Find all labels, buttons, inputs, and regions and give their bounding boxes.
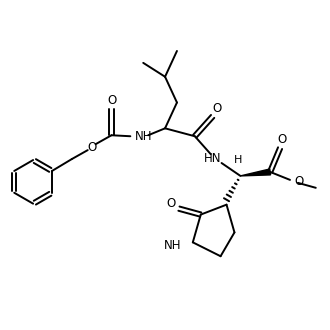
Text: O: O (87, 141, 96, 154)
Text: O: O (294, 175, 303, 188)
Text: H: H (234, 155, 243, 165)
Text: O: O (166, 197, 176, 210)
Text: HN: HN (204, 151, 221, 165)
Polygon shape (241, 169, 271, 176)
Text: NH: NH (163, 239, 181, 252)
Text: O: O (212, 102, 221, 115)
Text: O: O (278, 133, 287, 146)
Text: NH: NH (135, 130, 153, 143)
Text: O: O (107, 94, 116, 107)
